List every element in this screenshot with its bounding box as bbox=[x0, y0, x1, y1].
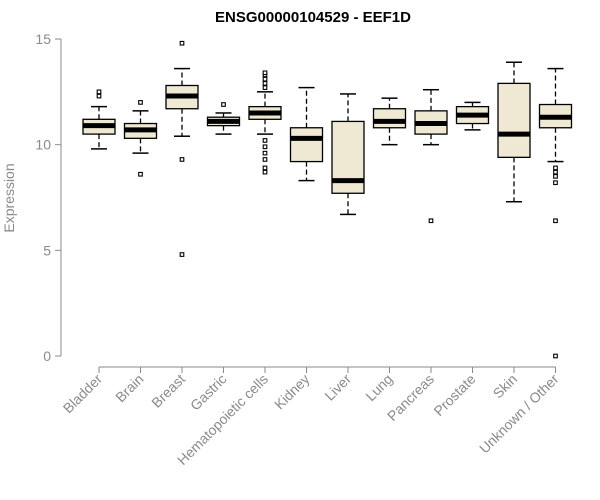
y-tick-label: 15 bbox=[35, 31, 51, 47]
box-group bbox=[289, 86, 324, 182]
box-group bbox=[123, 100, 158, 177]
box-group bbox=[248, 70, 282, 175]
outlier-point bbox=[553, 218, 558, 224]
outlier-point bbox=[262, 76, 268, 82]
iqr-box bbox=[372, 108, 407, 129]
outlier-point bbox=[96, 89, 102, 95]
y-tick-label: 5 bbox=[43, 242, 51, 258]
outlier-point bbox=[428, 218, 434, 224]
outlier-point bbox=[553, 165, 558, 171]
box-group bbox=[165, 40, 199, 257]
iqr-box bbox=[289, 127, 324, 163]
outlier-point bbox=[179, 40, 185, 46]
box-group bbox=[497, 61, 531, 203]
box-group bbox=[206, 102, 241, 135]
outlier-point bbox=[553, 174, 558, 179]
x-tick-label: Bladder bbox=[60, 371, 106, 417]
y-tick-label: 10 bbox=[35, 137, 51, 153]
box-group bbox=[538, 67, 573, 359]
outlier-point bbox=[179, 157, 185, 162]
x-tick-label: Prostate bbox=[430, 371, 478, 419]
y-tick-label: 0 bbox=[43, 348, 51, 364]
outlier-point bbox=[262, 169, 268, 175]
box-group bbox=[414, 88, 448, 224]
box-group bbox=[455, 101, 490, 131]
iqr-box bbox=[497, 82, 531, 158]
x-tick-label: Lung bbox=[362, 371, 395, 404]
outlier-point bbox=[138, 171, 143, 177]
chart-title: ENSG00000104529 - EEF1D bbox=[215, 9, 411, 26]
outlier-point bbox=[221, 102, 226, 107]
outlier-point bbox=[262, 157, 268, 162]
outlier-point bbox=[262, 165, 268, 171]
box-group bbox=[82, 89, 116, 150]
x-tick-label: Kidney bbox=[271, 371, 313, 413]
x-tick-label: Liver bbox=[321, 371, 354, 404]
outlier-point bbox=[262, 150, 268, 156]
outlier-point bbox=[553, 169, 558, 175]
x-tick-label: Unknown / Other bbox=[476, 371, 562, 457]
x-tick-label: Brain bbox=[112, 371, 146, 405]
x-tick-label: Breast bbox=[148, 371, 188, 411]
outlier-point bbox=[262, 70, 268, 76]
outlier-point bbox=[262, 81, 268, 86]
outlier-point bbox=[179, 252, 185, 257]
boxes-layer bbox=[82, 40, 573, 359]
y-axis: 0 5 10 15 bbox=[35, 31, 62, 364]
outlier-point bbox=[96, 93, 102, 99]
outlier-point bbox=[262, 138, 268, 143]
outlier-point bbox=[138, 100, 143, 105]
box-group bbox=[372, 97, 407, 146]
box-group bbox=[331, 93, 365, 216]
x-tick-label: Skin bbox=[490, 371, 521, 402]
outlier-point bbox=[553, 180, 558, 186]
outlier-point bbox=[553, 353, 558, 359]
outlier-point bbox=[262, 144, 268, 150]
outlier-point bbox=[262, 85, 268, 90]
y-axis-label: Expression bbox=[1, 163, 17, 232]
